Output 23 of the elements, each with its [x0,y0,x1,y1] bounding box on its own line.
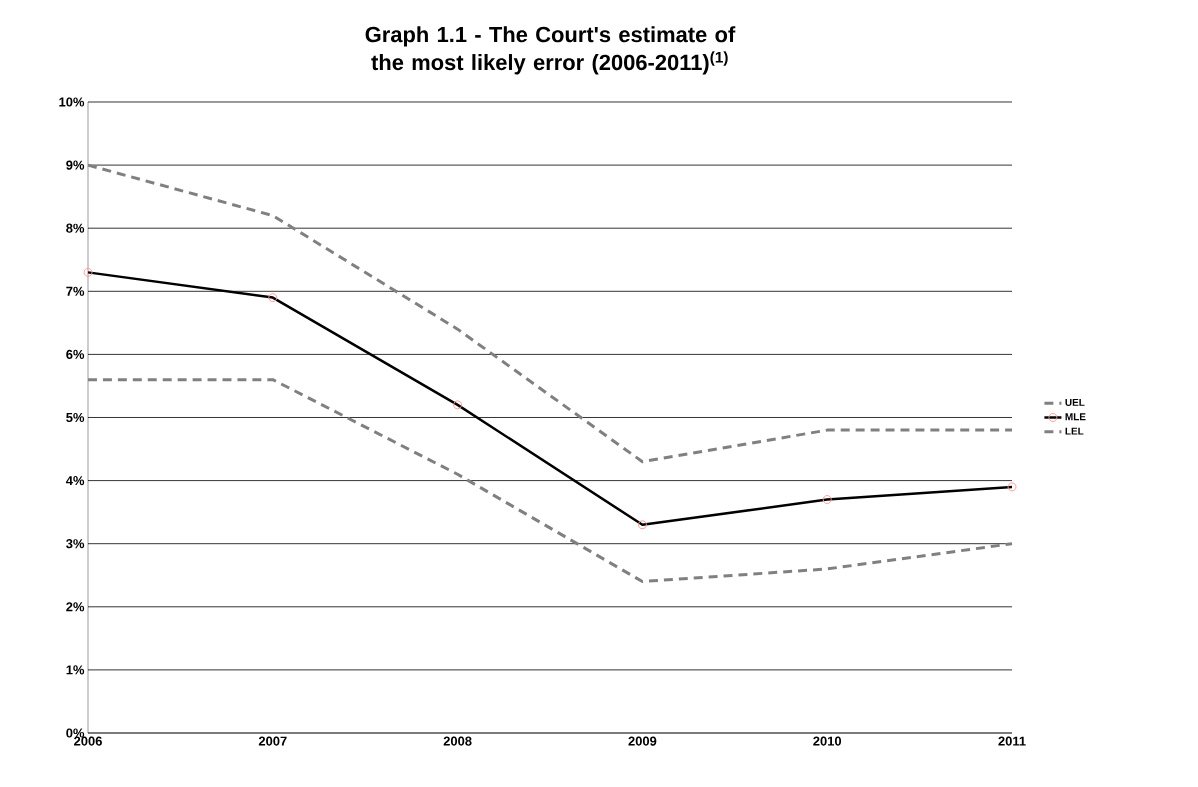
y-tick-label: 5% [66,412,85,423]
chart-title: Graph 1.1 - The Court's estimate of the most likely error (2006-2011)$^{(1)}$ [365,26,736,75]
y-tick-label: 7% [66,286,85,296]
x-tick-label: 2007 [258,736,287,746]
x-tick-label: 2006 [74,736,102,746]
y-tick-label: 2% [66,602,85,612]
line-series [86,378,1014,584]
line-series [86,163,1014,464]
y-tick-label: 3% [66,539,85,549]
legend-label: LEL [1065,427,1084,435]
x-tick-label: 2009 [628,736,657,746]
y-tick-label: 4% [65,476,85,486]
y-tick-label: 6% [66,349,85,359]
x-tick-label: 2010 [813,736,842,746]
y-tick-label: 0% [66,728,85,738]
legend-label: MLE [1065,413,1086,421]
y-tick-label: 1% [66,665,85,675]
y-tick-label: 8% [66,223,85,233]
x-tick-label: 2011 [998,736,1026,746]
y-tick-label: 9% [66,160,85,170]
legend-label: UEL [1065,398,1085,406]
y-tick-label: 10% [59,97,85,107]
x-tick-label: 2008 [443,736,472,746]
